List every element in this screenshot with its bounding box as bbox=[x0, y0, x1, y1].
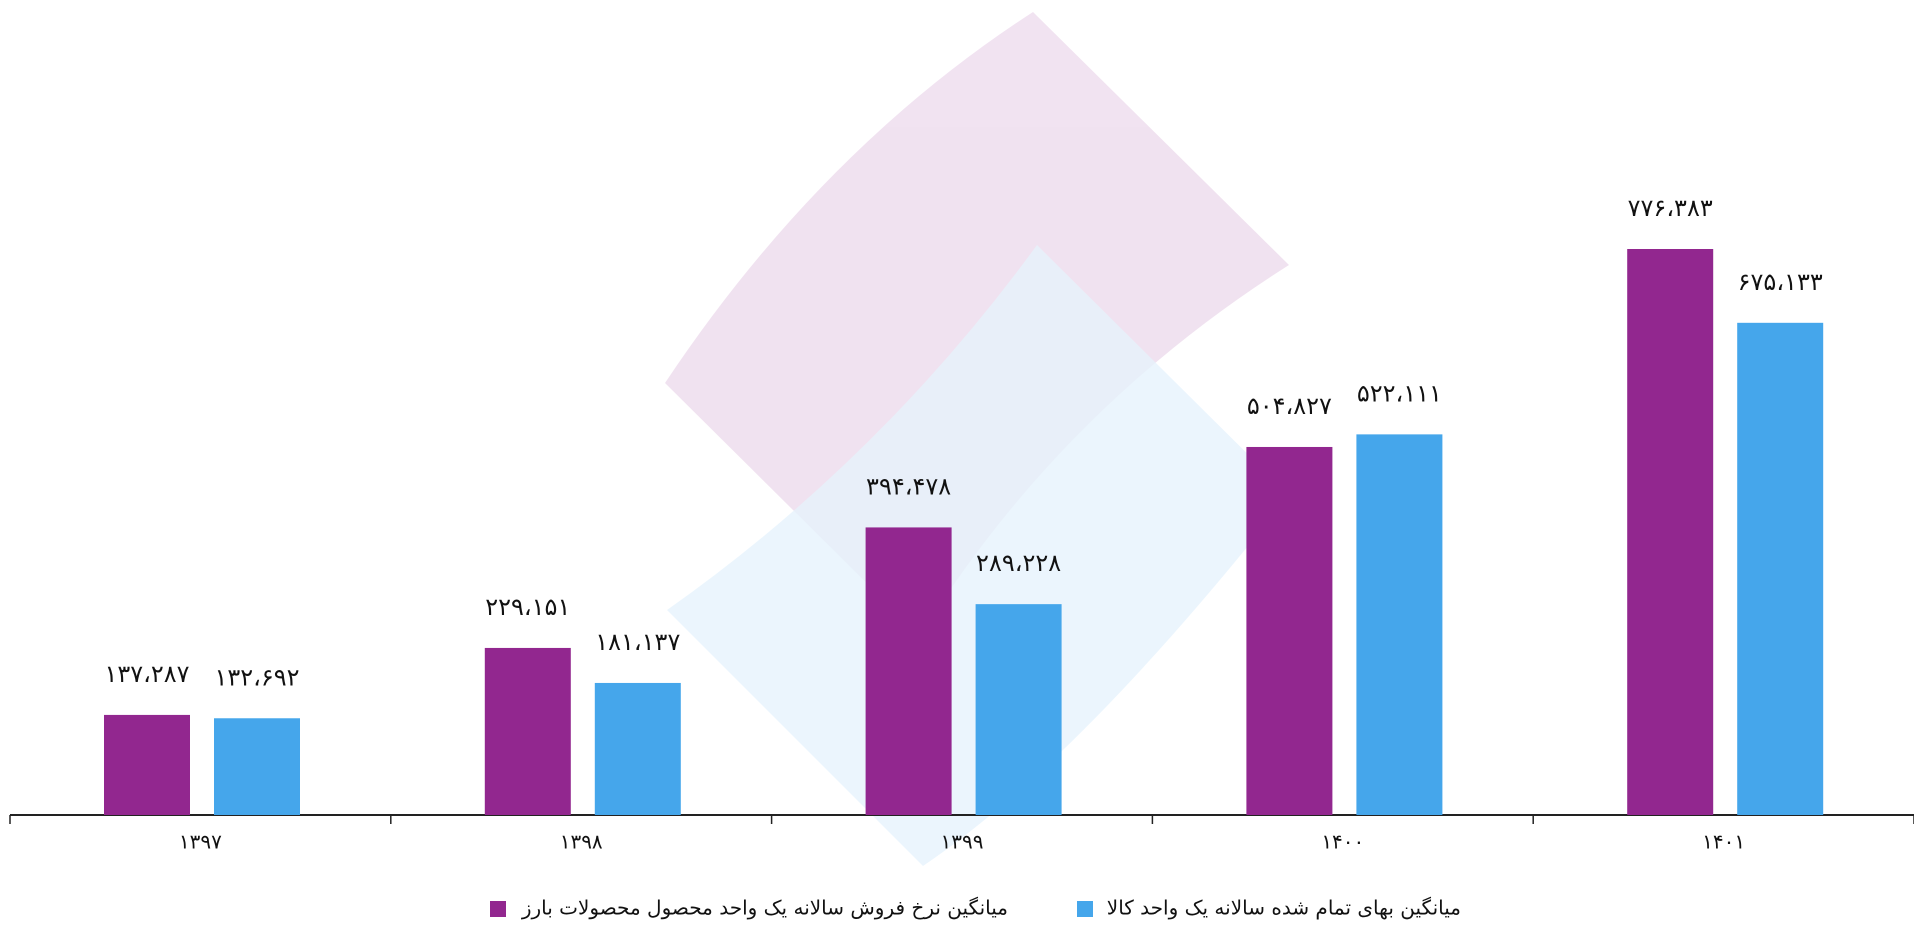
value-label: ۵۲۲،۱۱۱ bbox=[1357, 379, 1442, 407]
legend-swatch bbox=[490, 901, 506, 917]
value-label: ۳۹۴،۴۷۸ bbox=[866, 472, 951, 500]
value-label: ۱۳۲،۶۹۲ bbox=[214, 663, 299, 691]
x-tick-label: ۱۳۹۹ bbox=[941, 830, 984, 854]
bar bbox=[1737, 322, 1824, 815]
bar bbox=[214, 718, 300, 815]
value-label: ۶۷۵،۱۳۳ bbox=[1738, 268, 1823, 296]
legend-label: میانگین نرخ فروش سالانه یک واحد محصول مح… bbox=[521, 896, 1008, 920]
value-label: ۲۸۹،۲۲۸ bbox=[976, 549, 1061, 577]
value-label: ۱۳۷،۲۸۷ bbox=[104, 660, 189, 688]
x-tick-label: ۱۳۹۷ bbox=[179, 830, 222, 854]
bar bbox=[484, 647, 571, 815]
watermark bbox=[665, 12, 1289, 866]
value-label: ۵۰۴،۸۲۷ bbox=[1247, 392, 1332, 420]
x-tick-label: ۱۳۹۸ bbox=[560, 830, 603, 854]
legend-label: میانگین بهای تمام شده سالانه یک واحد کال… bbox=[1107, 896, 1461, 920]
x-tick-label: ۱۴۰۱ bbox=[1702, 830, 1745, 854]
bar bbox=[1627, 249, 1714, 815]
bar bbox=[104, 714, 190, 815]
x-tick-label: ۱۴۰۰ bbox=[1321, 830, 1364, 854]
bar bbox=[594, 682, 681, 815]
bar bbox=[865, 527, 952, 815]
bar bbox=[1356, 434, 1443, 815]
legend-swatch bbox=[1077, 901, 1093, 917]
bar bbox=[1246, 446, 1333, 815]
value-label: ۷۷۶،۳۸۳ bbox=[1628, 194, 1713, 222]
value-label: ۲۲۹،۱۵۱ bbox=[485, 593, 570, 621]
value-label: ۱۸۱،۱۳۷ bbox=[595, 628, 680, 656]
bar bbox=[975, 604, 1062, 815]
